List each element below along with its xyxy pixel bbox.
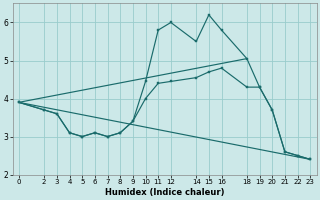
- X-axis label: Humidex (Indice chaleur): Humidex (Indice chaleur): [105, 188, 224, 197]
